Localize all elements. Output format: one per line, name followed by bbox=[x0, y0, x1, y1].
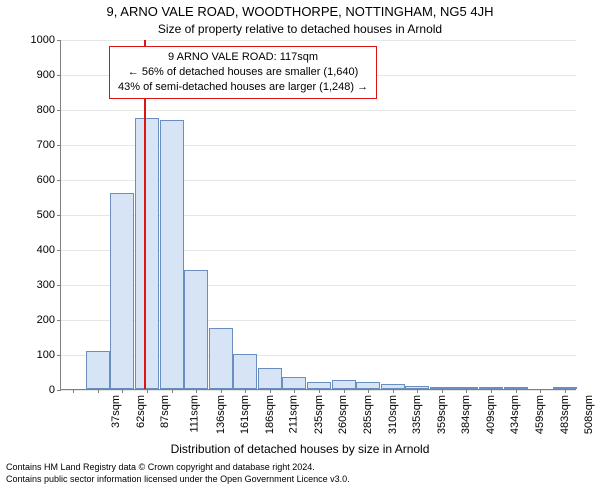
histogram-bar bbox=[356, 382, 380, 389]
x-tick-label: 136sqm bbox=[215, 395, 227, 434]
x-tick-mark bbox=[294, 389, 295, 393]
y-tick-label: 1000 bbox=[31, 34, 61, 46]
histogram-bar bbox=[135, 118, 159, 389]
info-box-line: ← 56% of detached houses are smaller (1,… bbox=[118, 65, 368, 80]
y-tick-label: 900 bbox=[37, 69, 61, 81]
x-tick-mark bbox=[565, 389, 566, 393]
chart-title-address: 9, ARNO VALE ROAD, WOODTHORPE, NOTTINGHA… bbox=[0, 4, 600, 19]
x-tick-label: 161sqm bbox=[239, 395, 251, 434]
histogram-bar bbox=[86, 351, 110, 390]
footer-attribution: Contains HM Land Registry data © Crown c… bbox=[6, 462, 350, 485]
footer-line-1: Contains HM Land Registry data © Crown c… bbox=[6, 462, 350, 474]
x-tick-mark bbox=[319, 389, 320, 393]
footer-line-2: Contains public sector information licen… bbox=[6, 474, 350, 486]
x-tick-label: 211sqm bbox=[288, 395, 300, 433]
x-tick-label: 37sqm bbox=[110, 395, 122, 428]
x-tick-mark bbox=[245, 389, 246, 393]
x-tick-label: 459sqm bbox=[534, 395, 546, 434]
x-tick-mark bbox=[466, 389, 467, 393]
y-tick-label: 800 bbox=[37, 104, 61, 116]
chart-container: 9, ARNO VALE ROAD, WOODTHORPE, NOTTINGHA… bbox=[0, 0, 600, 500]
info-box-line: 9 ARNO VALE ROAD: 117sqm bbox=[118, 50, 368, 65]
x-tick-label: 111sqm bbox=[189, 395, 201, 433]
x-tick-mark bbox=[270, 389, 271, 393]
histogram-bar bbox=[160, 120, 184, 390]
x-tick-label: 62sqm bbox=[135, 395, 147, 428]
x-tick-mark bbox=[172, 389, 173, 393]
x-tick-mark bbox=[98, 389, 99, 393]
property-info-box: 9 ARNO VALE ROAD: 117sqm← 56% of detache… bbox=[109, 46, 377, 99]
histogram-bar bbox=[282, 377, 306, 389]
histogram-bar bbox=[307, 382, 331, 389]
x-tick-mark bbox=[393, 389, 394, 393]
x-tick-label: 359sqm bbox=[436, 395, 448, 434]
x-tick-label: 235sqm bbox=[313, 395, 325, 434]
histogram-bar bbox=[184, 270, 208, 389]
y-tick-label: 700 bbox=[37, 139, 61, 151]
plot-area: 0100200300400500600700800900100037sqm62s… bbox=[60, 40, 576, 390]
x-tick-label: 335sqm bbox=[411, 395, 423, 434]
x-tick-label: 186sqm bbox=[264, 395, 276, 434]
x-tick-mark bbox=[196, 389, 197, 393]
x-tick-label: 508sqm bbox=[583, 395, 595, 434]
x-tick-mark bbox=[417, 389, 418, 393]
y-tick-label: 100 bbox=[37, 349, 61, 361]
histogram-bar bbox=[209, 328, 233, 389]
x-tick-mark bbox=[221, 389, 222, 393]
info-box-line: 43% of semi-detached houses are larger (… bbox=[118, 80, 368, 95]
chart-subtitle: Size of property relative to detached ho… bbox=[0, 22, 600, 36]
histogram-bar bbox=[332, 380, 356, 389]
histogram-bar bbox=[233, 354, 257, 389]
y-tick-label: 200 bbox=[37, 314, 61, 326]
grid-line bbox=[61, 40, 576, 41]
grid-line bbox=[61, 110, 576, 111]
y-tick-label: 600 bbox=[37, 174, 61, 186]
x-tick-label: 260sqm bbox=[338, 395, 350, 434]
x-axis-label: Distribution of detached houses by size … bbox=[0, 442, 600, 456]
x-tick-label: 310sqm bbox=[387, 395, 399, 434]
x-tick-mark bbox=[147, 389, 148, 393]
x-tick-mark bbox=[344, 389, 345, 393]
histogram-bar bbox=[258, 368, 282, 389]
x-tick-label: 285sqm bbox=[362, 395, 374, 434]
histogram-bar bbox=[110, 193, 134, 389]
x-tick-label: 434sqm bbox=[510, 395, 522, 434]
x-tick-mark bbox=[540, 389, 541, 393]
x-tick-mark bbox=[491, 389, 492, 393]
x-tick-label: 384sqm bbox=[460, 395, 472, 434]
x-tick-mark bbox=[122, 389, 123, 393]
x-tick-mark bbox=[442, 389, 443, 393]
y-tick-label: 500 bbox=[37, 209, 61, 221]
x-tick-label: 483sqm bbox=[559, 395, 571, 434]
y-tick-label: 400 bbox=[37, 244, 61, 256]
x-tick-mark bbox=[368, 389, 369, 393]
y-tick-label: 0 bbox=[49, 384, 61, 396]
x-tick-label: 409sqm bbox=[485, 395, 497, 434]
x-tick-mark bbox=[516, 389, 517, 393]
x-tick-label: 87sqm bbox=[159, 395, 171, 428]
x-tick-mark bbox=[73, 389, 74, 393]
y-tick-label: 300 bbox=[37, 279, 61, 291]
